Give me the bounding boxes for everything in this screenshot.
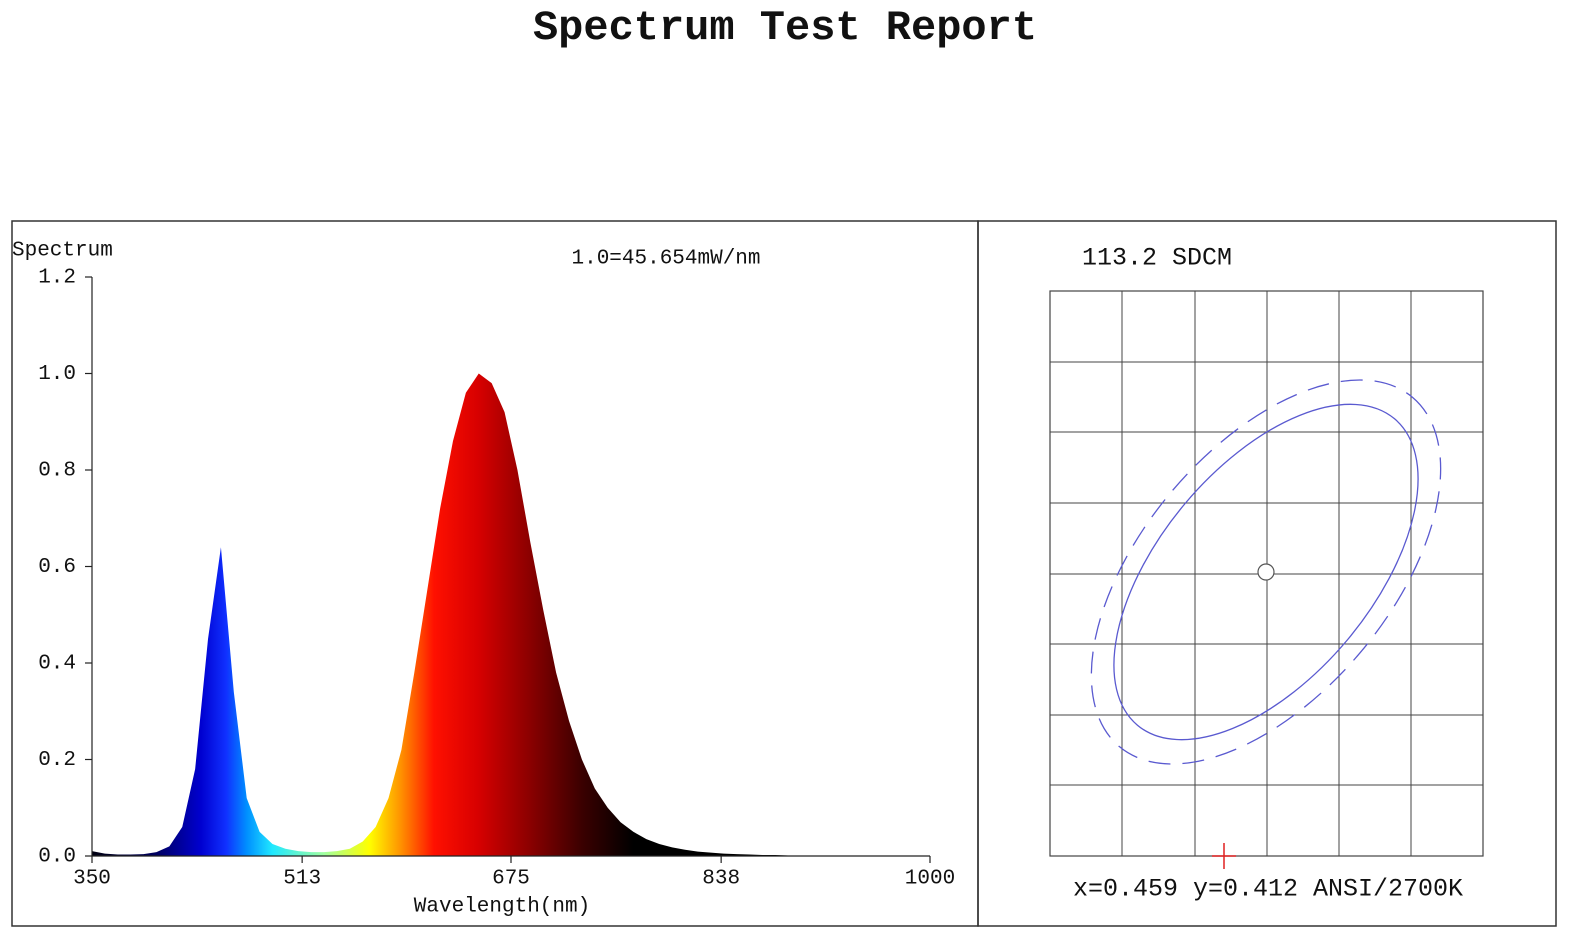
x-tick-label: 1000 [905,868,955,891]
tolerance-ellipse [1113,403,1419,741]
center-point [1257,563,1275,581]
y-axis-label: Spectrum [12,240,113,263]
outer-ellipse [1090,379,1442,765]
y-tick-label: 0.4 [38,653,76,676]
y-tick-label: 1.0 [38,363,76,386]
y-tick-label: 0.6 [38,556,76,579]
report-title: Spectrum Test Report [533,4,1037,52]
spectrum-area [92,373,930,856]
x-tick-label: 675 [492,868,530,891]
chromaticity-panel [977,220,1557,927]
x-tick-label: 350 [73,868,111,891]
x-axis-label: Wavelength(nm) [414,896,590,919]
chromaticity-diagram: 113.2 SDCM x=0.459 y=0.412 ANSI/2700K [1049,244,1484,904]
y-tick-label: 0.0 [38,846,76,869]
y-tick-label: 0.8 [38,460,76,483]
y-tick-label: 1.2 [38,267,76,290]
coordinates-label: x=0.459 y=0.412 ANSI/2700K [1073,875,1463,904]
y-tick-label: 0.2 [38,749,76,772]
sdcm-label: 113.2 SDCM [1082,244,1232,273]
x-tick-label: 513 [283,868,321,891]
x-tick-label: 838 [702,868,740,891]
measured-point [1212,843,1236,869]
annotation: 1.0=45.654mW/nm [571,248,760,271]
